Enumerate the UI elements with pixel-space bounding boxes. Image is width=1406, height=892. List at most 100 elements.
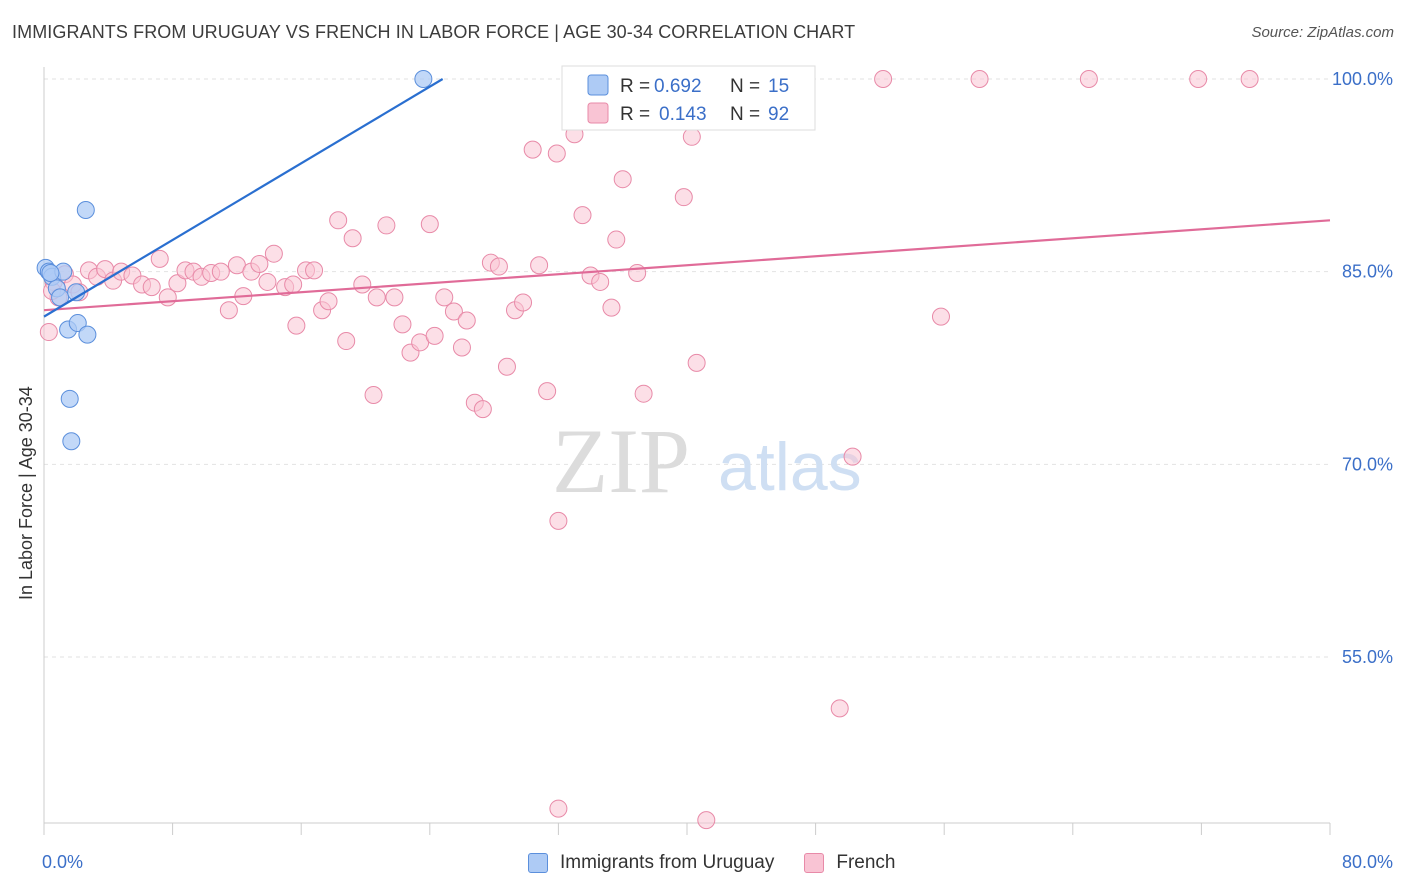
- uruguay-point: [76, 201, 95, 220]
- french-point: [613, 170, 632, 189]
- french-point: [385, 288, 404, 307]
- french-point: [497, 357, 516, 376]
- french-point: [1240, 70, 1259, 88]
- y-tick-label: 70.0%: [1342, 454, 1393, 474]
- french-point: [547, 144, 566, 163]
- watermark-atlas: atlas: [718, 429, 862, 505]
- french-point: [444, 302, 463, 321]
- legend-item-french[interactable]: French: [804, 852, 895, 874]
- french-point: [211, 262, 230, 281]
- trend-lines: [43, 78, 1331, 318]
- x-tick-label: 80.0%: [1342, 852, 1393, 872]
- french-point: [393, 315, 412, 334]
- french-point: [337, 332, 356, 351]
- french-point: [874, 70, 893, 88]
- legend-r-label: R =: [620, 104, 650, 125]
- french-point: [343, 229, 362, 248]
- uruguay-point: [62, 432, 81, 451]
- uruguay-point: [78, 325, 97, 344]
- french-point: [457, 311, 476, 330]
- french-point: [843, 447, 862, 466]
- french-point: [931, 307, 950, 326]
- watermark: ZIP atlas: [552, 410, 862, 512]
- french-point: [538, 382, 557, 401]
- chart-title: IMMIGRANTS FROM URUGUAY VS FRENCH IN LAB…: [12, 22, 856, 42]
- french-point: [514, 293, 533, 312]
- french-point: [284, 275, 303, 294]
- french-point: [219, 301, 238, 320]
- french-point: [489, 257, 508, 276]
- legend-swatch-uruguay: [587, 74, 609, 96]
- legend-label-french: French: [836, 852, 896, 873]
- french-point: [682, 127, 701, 146]
- french-point: [150, 249, 169, 268]
- french-point: [435, 288, 454, 307]
- french-point: [634, 384, 653, 403]
- legend-swatch-french: [804, 853, 825, 873]
- french-point: [1079, 70, 1098, 88]
- french-point: [287, 316, 306, 335]
- french-point: [830, 699, 849, 718]
- uruguay-point: [41, 263, 60, 282]
- french-point: [591, 272, 610, 291]
- french-point: [697, 811, 716, 830]
- french-point: [420, 215, 439, 234]
- french-point: [1189, 70, 1208, 88]
- uruguay-point: [68, 314, 87, 333]
- french-point: [530, 256, 549, 275]
- legend-n-value: 92: [768, 104, 789, 125]
- french-point: [168, 274, 187, 293]
- uruguay-point: [60, 389, 79, 408]
- french-point: [142, 278, 161, 297]
- french-point: [473, 400, 492, 419]
- legend-n-value: 15: [768, 76, 789, 97]
- y-tick-label: 85.0%: [1342, 262, 1393, 282]
- uruguay-points: [36, 70, 433, 451]
- axes: [43, 67, 1331, 835]
- legend-r-value: 0.692: [654, 76, 702, 97]
- legend-swatch-french: [587, 102, 609, 124]
- y-tick-label: 100.0%: [1332, 69, 1393, 89]
- y-tick-label: 55.0%: [1342, 647, 1393, 667]
- french-point: [329, 211, 348, 230]
- french-point: [353, 275, 372, 294]
- legend-n-label: N =: [730, 104, 760, 125]
- french-point: [39, 323, 58, 342]
- legend-label-uruguay: Immigrants from Uruguay: [560, 852, 775, 873]
- french-point: [628, 263, 647, 282]
- french-point: [523, 140, 542, 159]
- french-point: [674, 188, 693, 207]
- french-point: [549, 511, 568, 530]
- legend-n-label: N =: [730, 76, 760, 97]
- french-point: [258, 272, 277, 291]
- uruguay-trend-line: [43, 78, 444, 318]
- legend-item-uruguay[interactable]: Immigrants from Uruguay: [528, 852, 774, 874]
- legend-bottom: Immigrants from Uruguay French: [528, 852, 925, 874]
- uruguay-point: [414, 70, 433, 88]
- watermark-zip: ZIP: [552, 410, 690, 512]
- french-point: [607, 230, 626, 249]
- french-point: [367, 288, 386, 307]
- french-point: [602, 298, 621, 317]
- tick-labels: 55.0% 70.0% 85.0% 100.0% 0.0% 80.0%: [42, 69, 1393, 872]
- legend-r-label: R =: [620, 76, 650, 97]
- legend-swatch-uruguay: [528, 853, 548, 873]
- legend-top: R = 0.692 N = 15 R = 0.143 N = 92: [561, 65, 816, 131]
- french-point: [452, 338, 471, 357]
- gridlines: [44, 78, 1330, 658]
- french-point: [305, 261, 324, 280]
- source-credit: Source: ZipAtlas.com: [1251, 24, 1394, 41]
- x-tick-label: 0.0%: [42, 852, 83, 872]
- french-point: [319, 292, 338, 311]
- french-point: [425, 326, 444, 345]
- french-point: [264, 244, 283, 263]
- french-point: [573, 206, 592, 225]
- french-point: [250, 254, 269, 273]
- french-point: [377, 216, 396, 235]
- french-point: [549, 799, 568, 818]
- french-trend-line: [43, 219, 1331, 312]
- french-point: [687, 353, 706, 372]
- legend-r-value: 0.143: [659, 104, 707, 125]
- french-point: [970, 70, 989, 88]
